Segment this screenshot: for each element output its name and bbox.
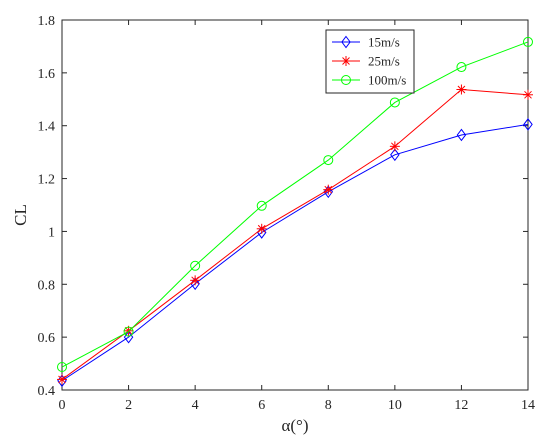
data-point [523, 118, 533, 131]
x-tick-label: 2 [125, 398, 132, 413]
legend-marker [341, 56, 351, 66]
asterisk-stroke [391, 142, 399, 151]
asterisk-stroke [342, 57, 350, 65]
x-tick-label: 6 [258, 398, 265, 413]
data-point [389, 141, 400, 152]
x-tick-label: 10 [388, 398, 402, 413]
data-point [523, 89, 533, 100]
x-tick-label: 0 [59, 398, 66, 413]
y-tick-label: 0.8 [38, 278, 56, 293]
y-tick-label: 0.6 [38, 331, 56, 346]
data-point [57, 374, 67, 388]
asterisk-stroke [257, 224, 266, 233]
series-line [61, 123, 529, 382]
y-tick-label: 0.4 [38, 384, 56, 399]
asterisk-stroke [58, 375, 66, 384]
asterisk-stroke [324, 185, 333, 194]
data-point [389, 97, 400, 108]
y-tick-label: 1.8 [38, 14, 56, 29]
legend-entry: 25m/s [332, 54, 400, 69]
y-tick-label: 1.4 [38, 120, 56, 135]
asterisk-stroke [524, 90, 532, 99]
series-100m/s [57, 36, 533, 373]
data-point [190, 260, 201, 271]
legend-marker [341, 35, 351, 49]
data-point [456, 128, 467, 142]
y-tick-label: 1.2 [38, 173, 56, 188]
data-point [57, 362, 67, 373]
data-point [256, 223, 267, 234]
data-point [57, 374, 67, 385]
y-tick-label: 1 [48, 225, 55, 240]
data-point [523, 36, 533, 47]
series-line [61, 41, 529, 368]
data-point [456, 84, 467, 95]
series-25m/s [57, 84, 533, 385]
legend-label: 15m/s [368, 35, 400, 50]
series-15m/s [57, 118, 533, 388]
x-axis-label: α(°) [281, 416, 308, 435]
x-tick-label: 12 [454, 398, 468, 413]
plot-area: 0 2 4 6 8 10 12 14 0.4 0.6 0.8 1 1.2 1.4 1.6 1.8 [38, 14, 536, 413]
x-tick-label: 14 [521, 398, 535, 413]
asterisk-stroke [191, 276, 199, 285]
legend-label: 100m/s [368, 73, 406, 88]
asterisk-stroke [457, 85, 466, 94]
data-point [456, 62, 467, 73]
data-point [323, 184, 334, 195]
data-point [190, 275, 201, 286]
axes-box [61, 19, 529, 391]
y-axis-label: CL [11, 204, 30, 226]
series-line [61, 88, 529, 380]
legend-entry: 15m/s [332, 35, 400, 50]
legend: 15m/s 25m/s 100m/s [325, 29, 415, 94]
data-point [123, 326, 134, 337]
legend-marker [341, 75, 351, 85]
x-tick-label: 8 [325, 398, 332, 413]
legend-label: 25m/s [368, 54, 400, 69]
data-point [256, 200, 267, 211]
x-tick-label: 4 [192, 398, 199, 413]
y-tick-label: 1.6 [38, 67, 56, 82]
data-point [390, 148, 400, 162]
legend-entry: 100m/s [332, 73, 406, 88]
data-point [323, 155, 334, 166]
